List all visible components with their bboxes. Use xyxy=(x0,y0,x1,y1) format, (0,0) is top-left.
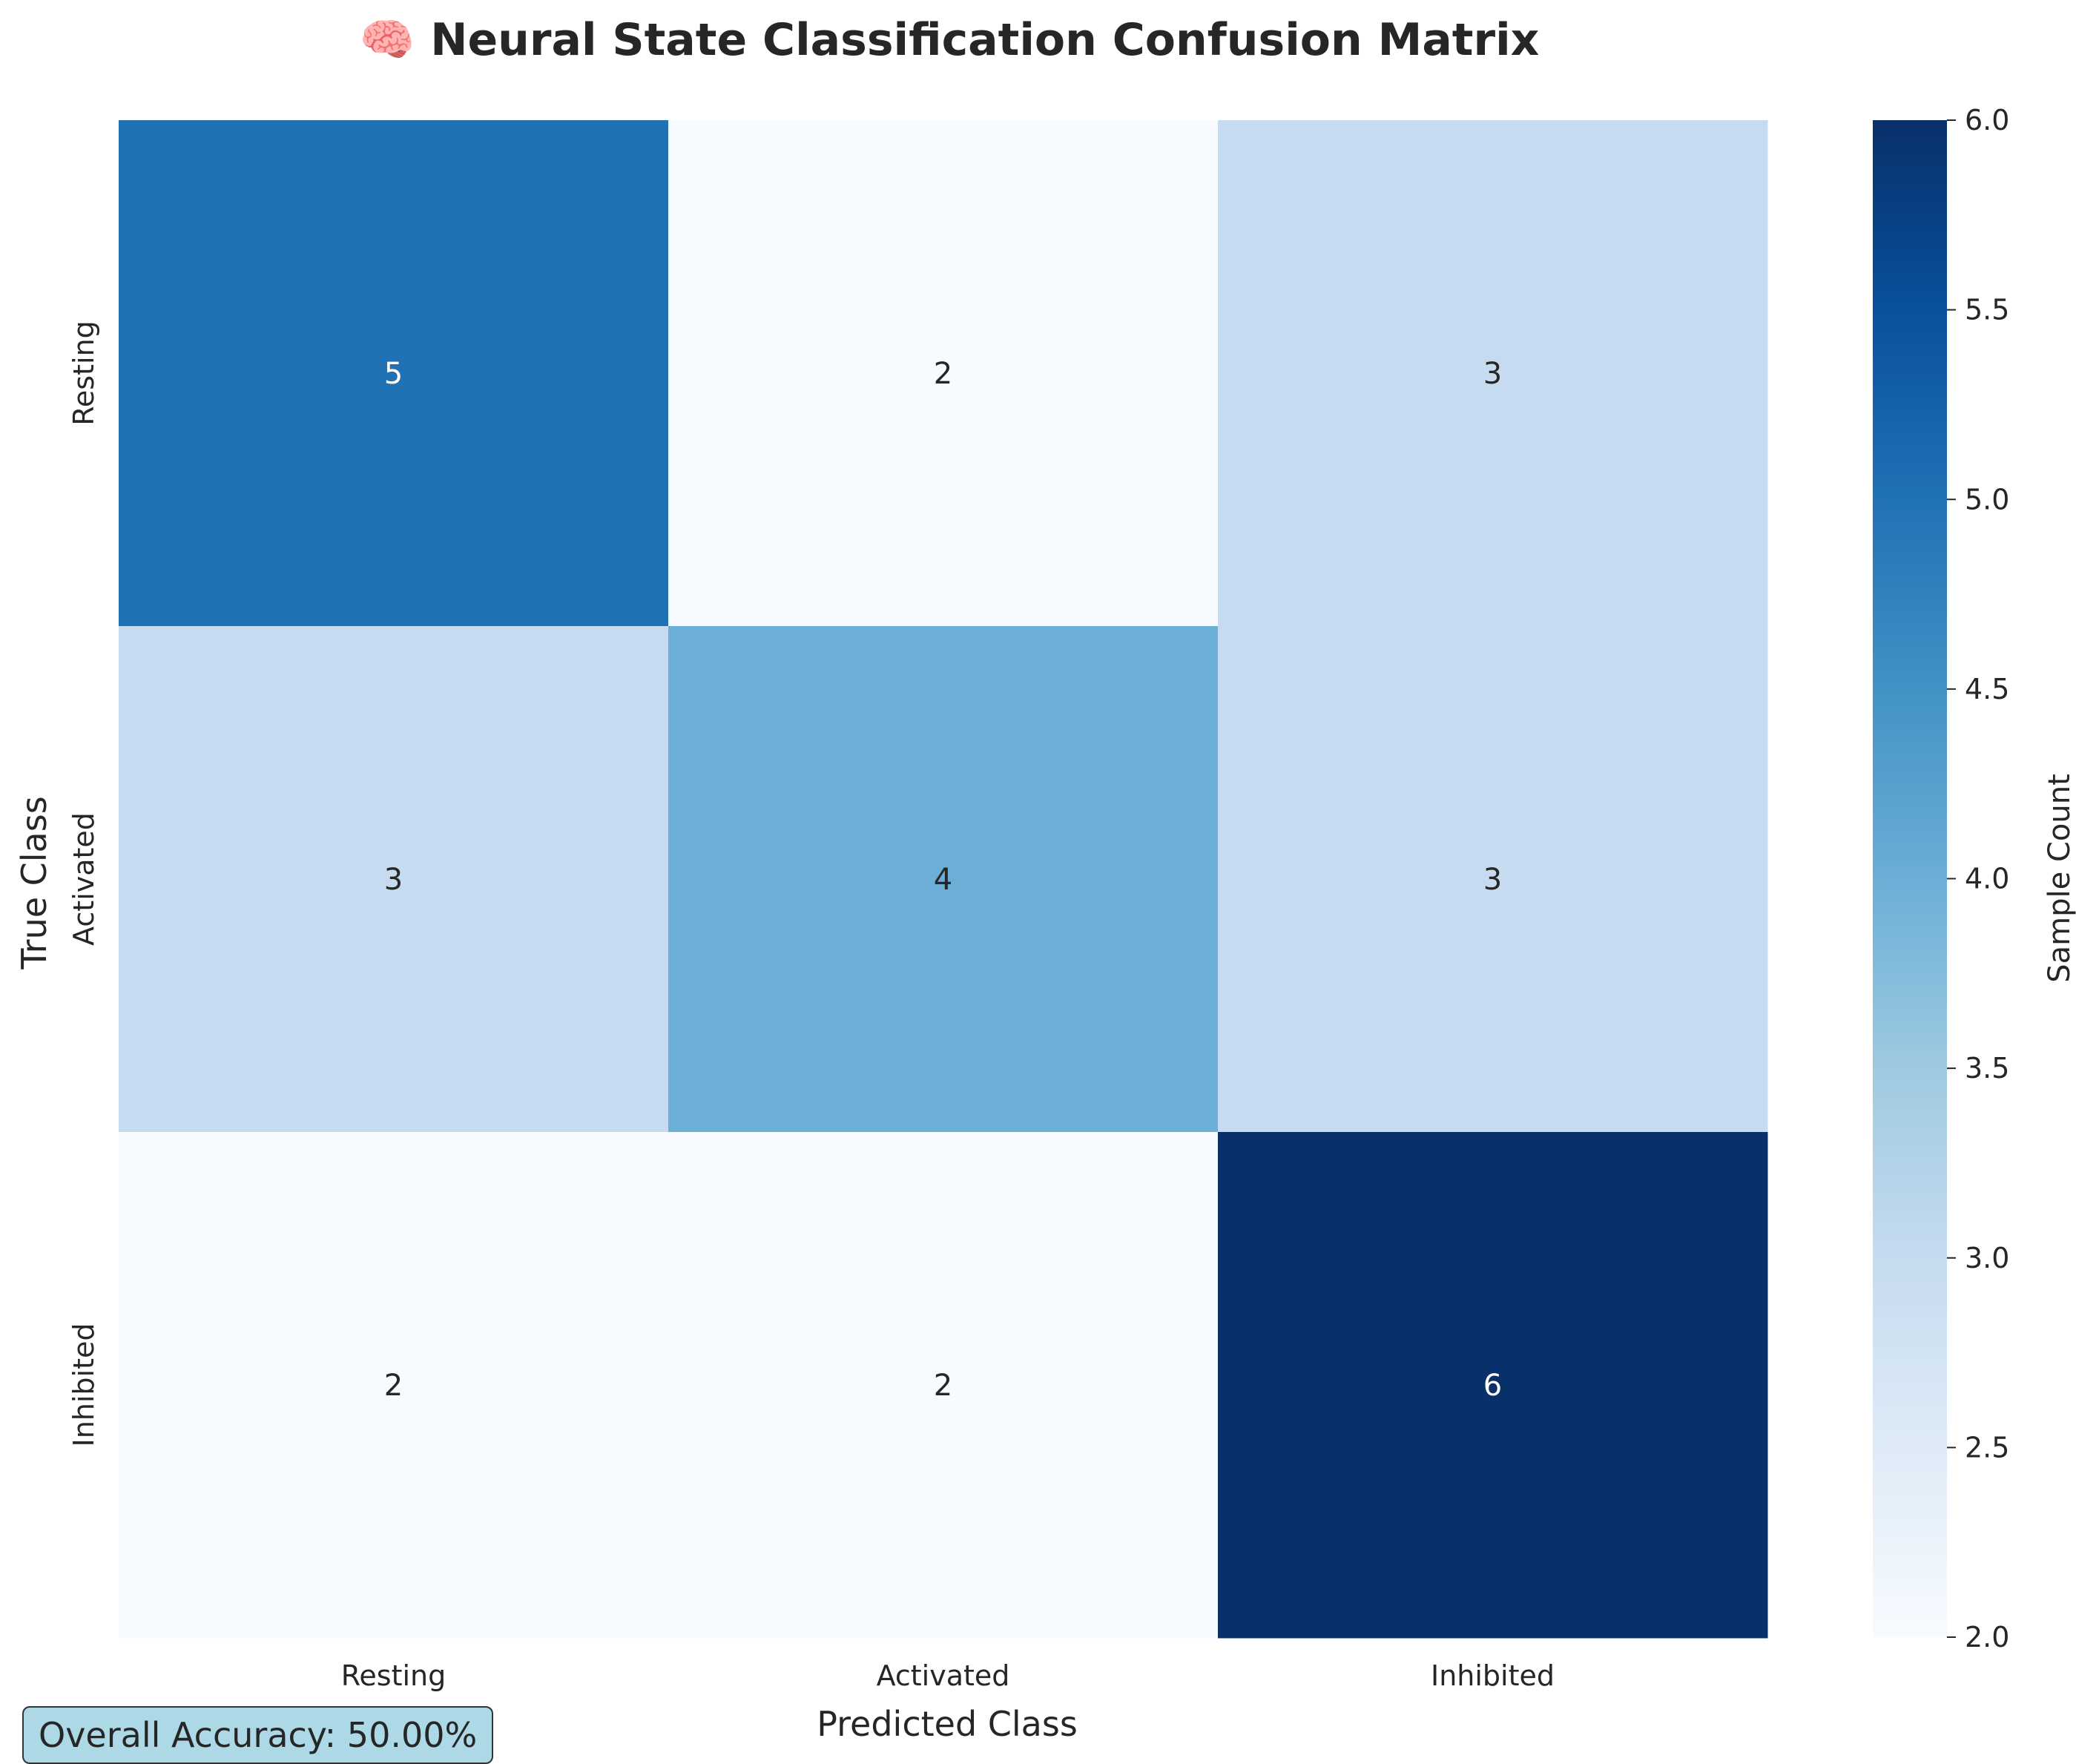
y-tick-labels: Resting Activated Inhibited xyxy=(67,320,100,1447)
heatmap-cell xyxy=(668,626,1219,1133)
x-tick-label: Activated xyxy=(877,1659,1010,1692)
y-tick-label: Resting xyxy=(67,320,100,426)
heatmap-cell xyxy=(119,626,669,1133)
heatmap-cell xyxy=(1218,626,1768,1133)
colorbar-tick-label: 5.0 xyxy=(1965,483,2009,516)
cell-value-label: 3 xyxy=(384,863,403,897)
colorbar-tick-label: 3.5 xyxy=(1965,1052,2009,1085)
cell-value-label: 3 xyxy=(1483,357,1502,391)
colorbar-tick-label: 4.0 xyxy=(1965,863,2009,895)
colorbar xyxy=(1873,120,1947,1637)
colorbar-tick-label: 2.0 xyxy=(1965,1621,2009,1653)
heatmap-cell xyxy=(668,120,1219,627)
cell-value-label: 2 xyxy=(384,1369,403,1403)
heatmap-cells: 5 2 3 3 4 3 2 2 6 xyxy=(119,120,1768,1639)
x-tick-labels: Resting Activated Inhibited xyxy=(341,1659,1555,1692)
heatmap-cell xyxy=(1218,1132,1768,1639)
cell-value-label: 5 xyxy=(384,357,403,391)
cell-value-label: 6 xyxy=(1483,1369,1502,1403)
colorbar-tick-label: 2.5 xyxy=(1965,1431,2009,1464)
heatmap-cell xyxy=(1218,120,1768,627)
heatmap-cell xyxy=(119,120,669,627)
cell-value-label: 3 xyxy=(1483,863,1502,897)
colorbar-tick-label: 4.5 xyxy=(1965,673,2009,705)
y-tick-label: Activated xyxy=(67,812,100,946)
y-axis-label: True Class xyxy=(14,796,54,970)
chart-title: 🧠 Neural State Classification Confusion … xyxy=(359,14,1540,66)
colorbar-ticks: 2.0 2.5 3.0 3.5 4.0 4.5 5.0 5.5 6.0 xyxy=(1947,104,2009,1653)
colorbar-tick-label: 6.0 xyxy=(1965,104,2009,136)
x-tick-label: Resting xyxy=(341,1659,446,1692)
cell-value-label: 2 xyxy=(934,357,952,391)
colorbar-tick-label: 3.0 xyxy=(1965,1242,2009,1274)
cell-value-label: 2 xyxy=(934,1369,952,1403)
cell-value-label: 4 xyxy=(934,863,952,897)
x-tick-label: Inhibited xyxy=(1431,1659,1555,1692)
heatmap-cell xyxy=(119,1132,669,1639)
y-tick-label: Inhibited xyxy=(67,1323,100,1447)
colorbar-label: Sample Count xyxy=(2043,774,2076,982)
colorbar-tick-label: 5.5 xyxy=(1965,294,2009,326)
accuracy-annotation: Overall Accuracy: 50.00% xyxy=(22,1706,494,1764)
x-axis-label: Predicted Class xyxy=(817,1704,1078,1744)
heatmap-cell xyxy=(668,1132,1219,1639)
